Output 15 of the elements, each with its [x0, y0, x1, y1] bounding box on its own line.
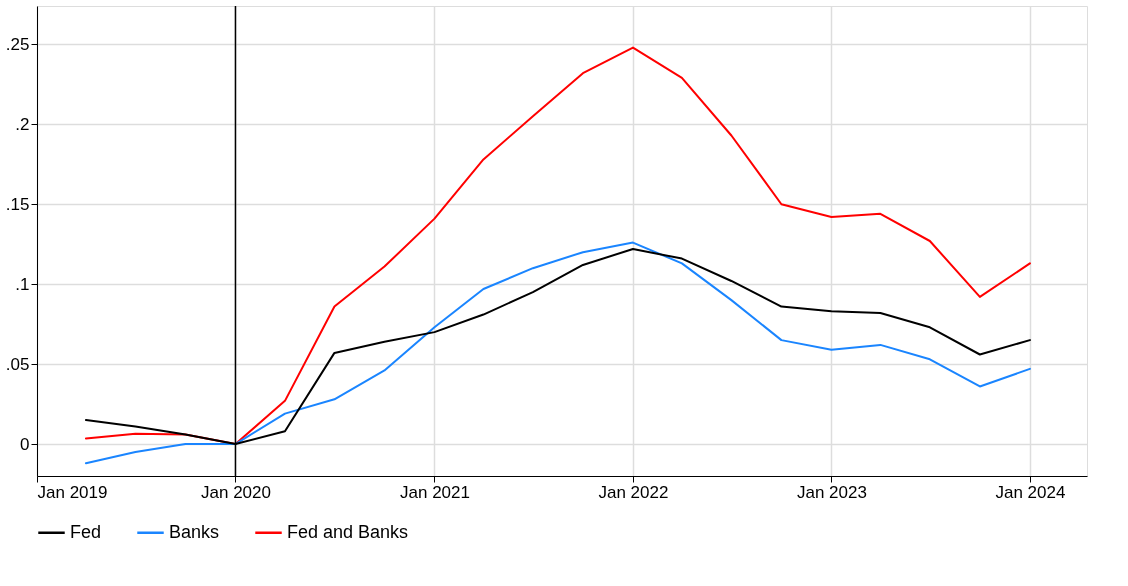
y-tick-label: 0: [20, 434, 30, 454]
x-tick-label: Jan 2021: [400, 482, 470, 502]
x-tick-label: Jan 2019: [37, 482, 108, 502]
legend-label: Banks: [169, 521, 220, 542]
y-tick-label: .25: [5, 34, 30, 54]
y-tick-label: .1: [15, 274, 30, 294]
x-tick-label: Jan 2020: [201, 482, 271, 502]
y-tick-label: .2: [15, 114, 30, 134]
legend-label: Fed and Banks: [287, 521, 409, 542]
y-tick-label: .15: [5, 194, 30, 214]
x-tick-label: Jan 2023: [796, 482, 867, 502]
x-tick-label: Jan 2022: [598, 482, 669, 502]
y-tick-label: .05: [5, 354, 30, 374]
legend-label: Fed: [70, 521, 102, 542]
x-tick-label: Jan 2024: [995, 482, 1066, 502]
